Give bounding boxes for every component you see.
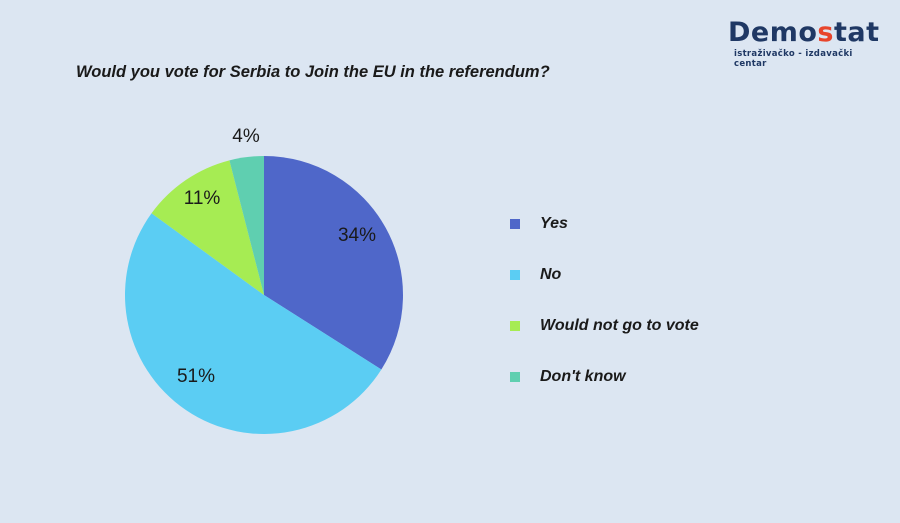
legend-label: Don't know xyxy=(540,367,626,385)
legend-label: No xyxy=(540,265,562,283)
legend-swatch xyxy=(510,218,520,229)
pie-slice xyxy=(264,156,403,370)
chart-legend: Yes No Would not go to vote Don't know xyxy=(510,198,699,402)
legend-swatch xyxy=(510,269,520,280)
pie-slice xyxy=(229,156,264,295)
legend-swatch xyxy=(510,320,520,331)
legend-item-would-not-vote: Would not go to vote xyxy=(510,300,699,351)
demostat-logo: Demostat istraživačko - izdavački centar xyxy=(728,17,880,70)
legend-swatch xyxy=(510,371,520,382)
pie-slice xyxy=(151,160,264,295)
legend-item-no: No xyxy=(510,249,699,300)
pie-slice xyxy=(124,213,382,435)
pie-data-label: 11% xyxy=(184,188,221,209)
legend-item-yes: Yes xyxy=(510,198,699,249)
logo-wordmark: Demostat xyxy=(728,17,880,48)
logo-subtitle: istraživačko - izdavački centar xyxy=(734,49,853,69)
legend-label: Would not go to vote xyxy=(540,316,699,334)
chart-title: Would you vote for Serbia to Join the EU… xyxy=(76,63,550,81)
legend-item-dont-know: Don't know xyxy=(510,351,699,402)
pie-data-label: 4% xyxy=(232,126,260,147)
legend-label: Yes xyxy=(540,214,568,232)
pie-data-label: 51% xyxy=(177,366,215,387)
pie-data-label: 34% xyxy=(338,225,376,246)
